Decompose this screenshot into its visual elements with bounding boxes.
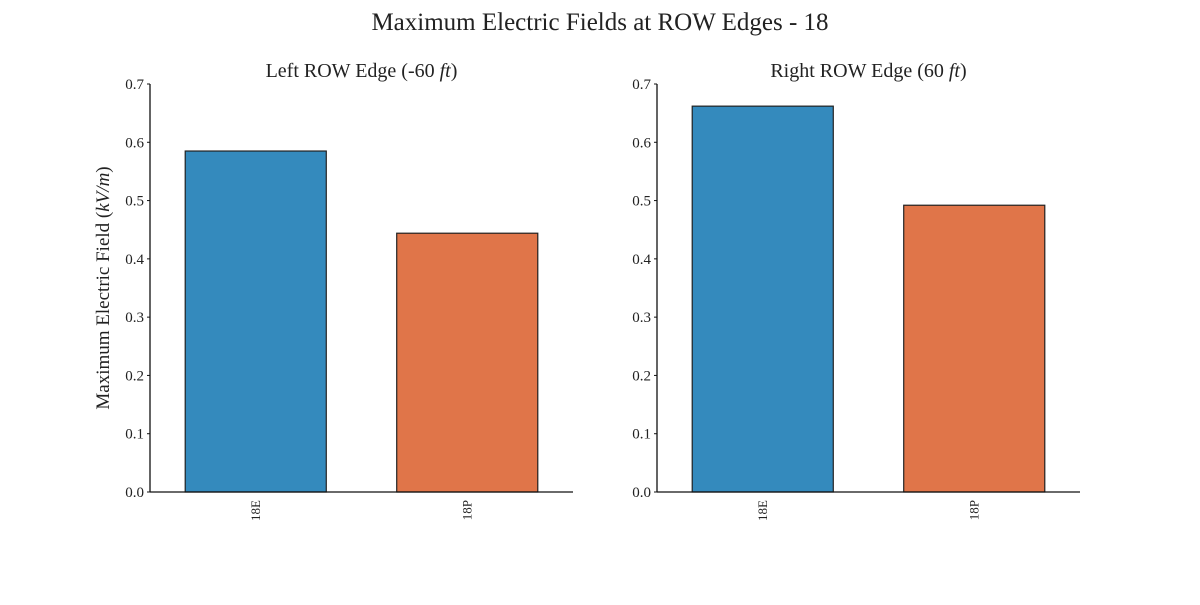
y-tick-label: 0.1: [125, 427, 144, 443]
x-tick-label: 18P: [459, 500, 474, 520]
x-tick-label: 18E: [248, 500, 263, 521]
y-tick-label: 0.2: [632, 368, 651, 384]
y-tick-label: 0.7: [125, 77, 144, 93]
y-tick-label: 0.0: [632, 485, 651, 501]
bar-18e: [184, 150, 327, 493]
subplot-1: Left ROW Edge (-60 ft) 18E 18P 0.0 0.1 0.2 0.3…: [93, 60, 573, 521]
y-tick-label: 0.5: [125, 194, 144, 210]
y-tick-label: 0.3: [632, 310, 651, 326]
figure-suptitle: Maximum Electric Fields at ROW Edges - 1…: [371, 9, 828, 36]
x-tick-label: 18P: [966, 500, 981, 520]
y-axis-label: Maximum Electric Field (kV/m): [93, 166, 114, 409]
y-tick-label: 0.6: [632, 135, 651, 151]
bar-18e: [691, 105, 834, 493]
subplot-title: Right ROW Edge (60 ft): [770, 60, 966, 82]
subplot-2: Right ROW Edge (60 ft) 18E 18P 0.0 0.1 0.2 0.3…: [632, 60, 1080, 521]
bar-18p: [396, 232, 539, 493]
bar-18p: [903, 204, 1046, 493]
subplot-title: Left ROW Edge (-60 ft): [266, 60, 458, 82]
y-tick-label: 0.2: [125, 368, 144, 384]
y-tick-label: 0.0: [125, 485, 144, 501]
x-tick-label: 18E: [755, 500, 770, 521]
y-tick-label: 0.4: [632, 252, 651, 268]
y-tick-label: 0.6: [125, 135, 144, 151]
y-tick-label: 0.3: [125, 310, 144, 326]
y-tick-label: 0.5: [632, 194, 651, 210]
y-tick-label: 0.1: [632, 427, 651, 443]
y-tick-label: 0.4: [125, 252, 144, 268]
y-tick-label: 0.7: [632, 77, 651, 93]
